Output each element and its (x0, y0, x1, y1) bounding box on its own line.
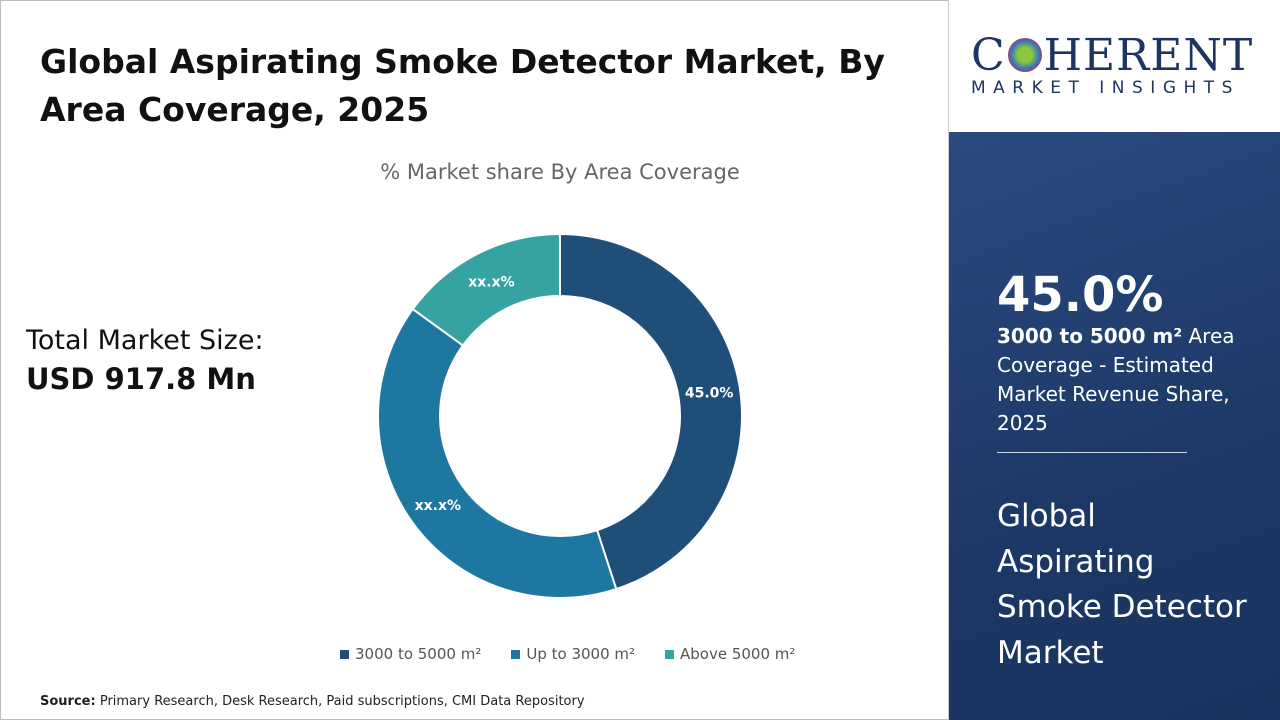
total-market-value: USD 917.8 Mn (26, 362, 256, 396)
highlight-value: 45.0% (997, 267, 1164, 323)
divider (997, 452, 1187, 453)
logo-sub: MARKET INSIGHTS (971, 78, 1240, 98)
highlight-panel: 45.0% 3000 to 5000 m² Area Coverage - Es… (949, 132, 1280, 720)
legend-swatch (340, 649, 349, 659)
data-label: xx.x% (415, 498, 461, 514)
donut-slice (559, 232, 743, 591)
legend-item: Up to 3000 m² (511, 645, 635, 663)
data-label: 45.0% (685, 385, 734, 401)
company-logo: C HERENT MARKET INSIGHTS (949, 0, 1280, 132)
highlight-text: Area Coverage - Estimated Market Revenue… (997, 324, 1235, 435)
highlight-segment: 3000 to 5000 m² (997, 324, 1183, 348)
source-note: Source: Primary Research, Desk Research,… (40, 694, 585, 709)
side-panel: C HERENT MARKET INSIGHTS 45.0% 3000 to 50… (948, 0, 1280, 720)
donut-slice (377, 307, 618, 599)
source-label: Source: (40, 694, 96, 709)
donut-chart: 45.0% xx.x% xx.x% (377, 232, 743, 599)
legend-item: Above 5000 m² (665, 645, 795, 663)
data-label: xx.x% (468, 274, 514, 290)
source-text: Primary Research, Desk Research, Paid su… (99, 694, 585, 709)
highlight-description: 3000 to 5000 m² Area Coverage - Estimate… (997, 322, 1247, 438)
market-name: Global Aspirating Smoke Detector Market (997, 498, 1247, 671)
legend-swatch (665, 649, 675, 659)
legend-label: 3000 to 5000 m² (355, 645, 482, 663)
donut-slice (411, 232, 561, 347)
total-market-label: Total Market Size: (26, 325, 264, 356)
logo-main: C HERENT (971, 30, 1254, 81)
page-title: Global Aspirating Smoke Detector Market,… (40, 42, 885, 129)
legend-label: Up to 3000 m² (526, 645, 636, 663)
legend-item: 3000 to 5000 m² (340, 645, 481, 663)
chart-legend: 3000 to 5000 m² Up to 3000 m² Above 5000… (340, 645, 795, 663)
legend-swatch (511, 649, 521, 659)
legend-label: Above 5000 m² (680, 645, 796, 663)
chart-title: % Market share By Area Coverage (380, 160, 740, 184)
